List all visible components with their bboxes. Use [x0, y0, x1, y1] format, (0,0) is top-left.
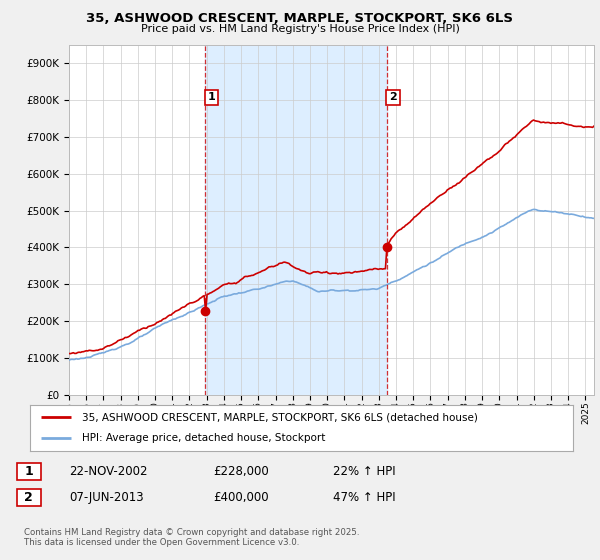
Text: Contains HM Land Registry data © Crown copyright and database right 2025.
This d: Contains HM Land Registry data © Crown c…: [24, 528, 359, 547]
Text: 22-NOV-2002: 22-NOV-2002: [69, 465, 148, 478]
Text: 2: 2: [25, 491, 33, 504]
Text: 07-JUN-2013: 07-JUN-2013: [69, 491, 143, 504]
Text: HPI: Average price, detached house, Stockport: HPI: Average price, detached house, Stoc…: [82, 433, 325, 444]
Text: 47% ↑ HPI: 47% ↑ HPI: [333, 491, 395, 504]
Text: £228,000: £228,000: [213, 465, 269, 478]
Text: 22% ↑ HPI: 22% ↑ HPI: [333, 465, 395, 478]
Text: 35, ASHWOOD CRESCENT, MARPLE, STOCKPORT, SK6 6LS: 35, ASHWOOD CRESCENT, MARPLE, STOCKPORT,…: [86, 12, 514, 25]
Text: 2: 2: [389, 92, 397, 102]
Text: Price paid vs. HM Land Registry's House Price Index (HPI): Price paid vs. HM Land Registry's House …: [140, 24, 460, 34]
Text: 1: 1: [208, 92, 215, 102]
Bar: [205, 45, 386, 395]
Text: 1: 1: [25, 465, 33, 478]
Text: £400,000: £400,000: [213, 491, 269, 504]
Text: 35, ASHWOOD CRESCENT, MARPLE, STOCKPORT, SK6 6LS (detached house): 35, ASHWOOD CRESCENT, MARPLE, STOCKPORT,…: [82, 412, 478, 422]
